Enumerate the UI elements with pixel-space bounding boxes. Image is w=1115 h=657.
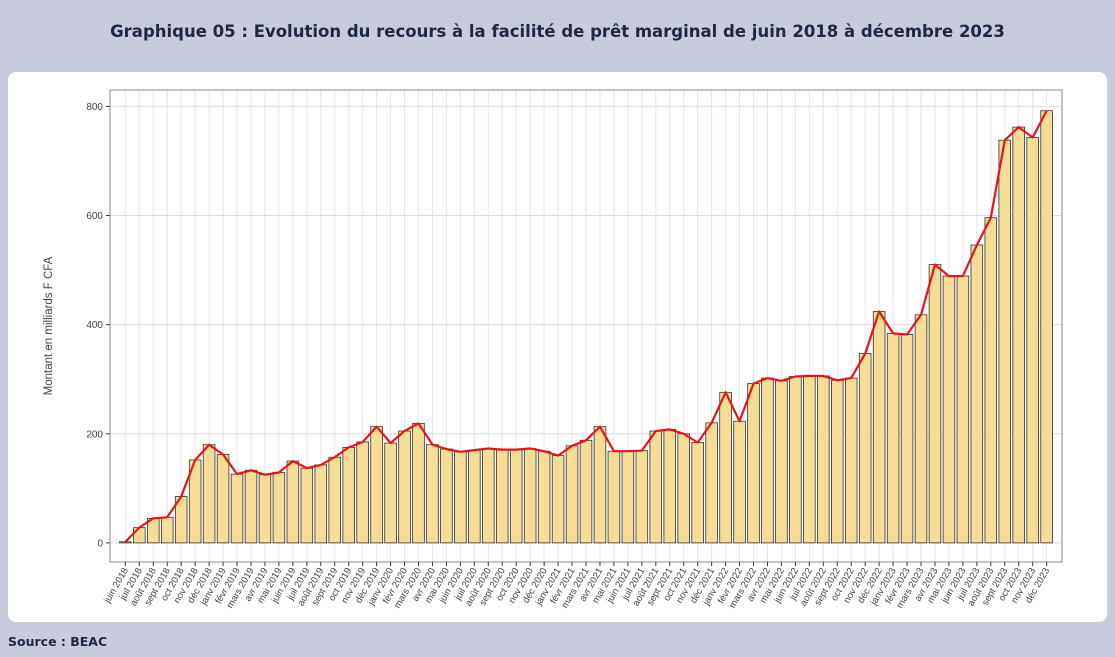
bar (356, 441, 369, 544)
bar (300, 467, 314, 544)
bar (579, 439, 593, 544)
bar (593, 426, 607, 544)
bar (607, 450, 621, 544)
bar (733, 420, 746, 544)
bar (523, 448, 537, 544)
bar (761, 377, 774, 544)
bar (454, 451, 467, 544)
bar (202, 444, 216, 544)
bar (621, 450, 635, 544)
bar (244, 469, 258, 544)
bar (1012, 126, 1025, 544)
bar (384, 442, 397, 544)
bar (133, 527, 146, 544)
bar (886, 332, 900, 544)
bar (537, 450, 551, 544)
source: Source : BEAC (8, 634, 108, 649)
bar (970, 244, 984, 544)
bar (314, 464, 328, 544)
bar (956, 275, 970, 544)
bar (398, 430, 411, 544)
bar (803, 375, 816, 544)
y-tick-label: 600 (86, 211, 103, 222)
bar (817, 375, 830, 544)
bar (440, 448, 453, 544)
y-tick-label: 200 (86, 429, 103, 440)
bar (286, 460, 300, 544)
bar (1040, 110, 1053, 544)
bar (412, 423, 425, 544)
bar (858, 353, 872, 544)
bar (426, 444, 439, 544)
bar (230, 473, 244, 544)
bar (635, 450, 649, 544)
bar (216, 454, 230, 544)
bar (663, 429, 677, 544)
bar (119, 541, 132, 544)
bar (872, 311, 886, 544)
line (124, 110, 1048, 543)
y-axis-label: Montant en milliards F CFA (43, 256, 55, 395)
bar (370, 426, 383, 544)
bar (914, 314, 928, 544)
bar (342, 447, 355, 544)
bar (719, 391, 732, 544)
bar (844, 377, 858, 544)
bar (468, 449, 481, 544)
bar (705, 422, 718, 544)
bar (649, 430, 663, 544)
bar (482, 448, 495, 544)
bar (509, 449, 523, 544)
bar (998, 139, 1012, 544)
bar (691, 442, 704, 544)
y-tick-label: 400 (86, 320, 103, 331)
bar (1026, 137, 1039, 544)
bar (928, 264, 942, 544)
bar (328, 456, 342, 544)
bar (160, 516, 174, 544)
bar (677, 433, 690, 544)
bar (495, 449, 509, 544)
bar (258, 474, 272, 544)
y-tick-label: 800 (86, 102, 103, 113)
bar (984, 217, 998, 544)
bar (830, 379, 844, 544)
bar (942, 275, 956, 544)
bar (747, 383, 760, 544)
bar (272, 472, 286, 544)
y-tick-label: 0 (97, 538, 103, 549)
bar (789, 376, 802, 544)
bar (565, 445, 579, 544)
bar (775, 380, 788, 544)
chart-title: Graphique 05 : Evolution du recours à la… (110, 22, 1005, 41)
bar (551, 455, 565, 544)
bar (900, 334, 914, 544)
